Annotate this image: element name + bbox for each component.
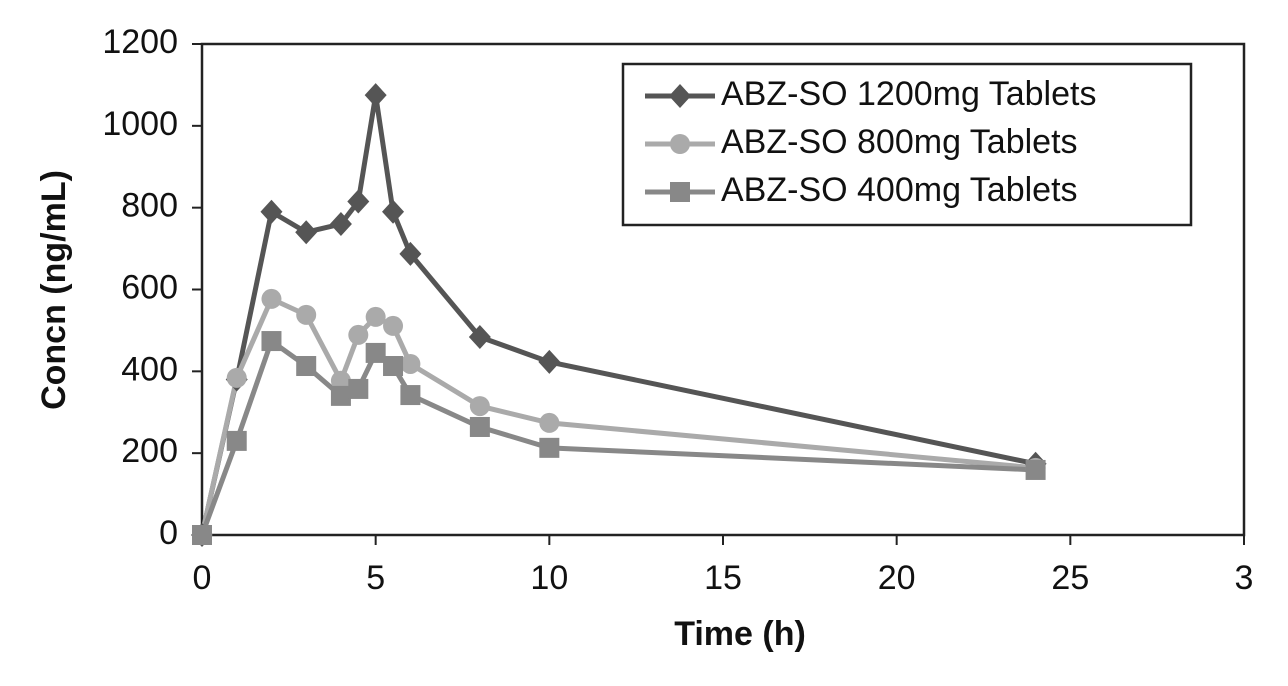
marker [399, 241, 422, 266]
marker [192, 525, 212, 545]
marker [330, 370, 351, 391]
x-tick-label: 0 [193, 559, 212, 597]
marker [400, 353, 421, 374]
marker [347, 189, 370, 214]
marker [226, 430, 247, 451]
marker [469, 396, 490, 417]
y-tick-label: 400 [121, 350, 178, 388]
legend-label: ABZ-SO 400mg Tablets [721, 171, 1078, 209]
marker [260, 199, 283, 224]
y-tick-label: 600 [121, 268, 178, 306]
legend-label: ABZ-SO 800mg Tablets [721, 123, 1078, 161]
series-line [199, 94, 1037, 536]
y-tick-label: 800 [121, 187, 178, 225]
marker [330, 385, 351, 406]
legend-marker [670, 134, 690, 154]
marker [365, 342, 386, 363]
series-line [199, 337, 1036, 536]
marker [539, 437, 560, 458]
x-tick-label: 3 [1235, 559, 1254, 597]
marker [348, 324, 369, 345]
x-axis-title: Time (h) [674, 615, 806, 653]
marker [538, 349, 561, 374]
marker [329, 212, 352, 237]
marker [261, 288, 282, 309]
legend-marker [670, 182, 690, 202]
marker [382, 199, 405, 224]
legend-box [621, 62, 1193, 227]
marker [364, 83, 387, 108]
y-tick-label: 1200 [102, 23, 178, 61]
marker [295, 220, 318, 245]
marker [296, 304, 317, 325]
x-tick-label: 20 [878, 559, 916, 597]
marker [1025, 459, 1046, 480]
marker [365, 306, 386, 327]
marker [383, 315, 404, 336]
x-tick-label: 10 [530, 559, 568, 597]
legend-label: ABZ-SO 1200mg Tablets [721, 75, 1096, 113]
y-tick-label: 200 [121, 432, 178, 470]
marker [383, 356, 404, 377]
marker [539, 412, 560, 433]
marker [469, 416, 490, 437]
marker [400, 385, 421, 406]
marker [296, 356, 317, 377]
legend-marker [669, 84, 691, 108]
marker [348, 378, 369, 399]
marker [468, 324, 491, 349]
x-tick-label: 25 [1051, 559, 1089, 597]
y-tick-label: 0 [159, 514, 178, 552]
series-line [199, 295, 1036, 536]
y-tick-label: 1000 [102, 105, 178, 143]
marker [226, 367, 247, 388]
x-tick-label: 5 [366, 559, 385, 597]
x-tick-label: 15 [704, 559, 742, 597]
y-axis-title: Concn (ng/mL) [35, 170, 73, 410]
marker [261, 331, 282, 352]
